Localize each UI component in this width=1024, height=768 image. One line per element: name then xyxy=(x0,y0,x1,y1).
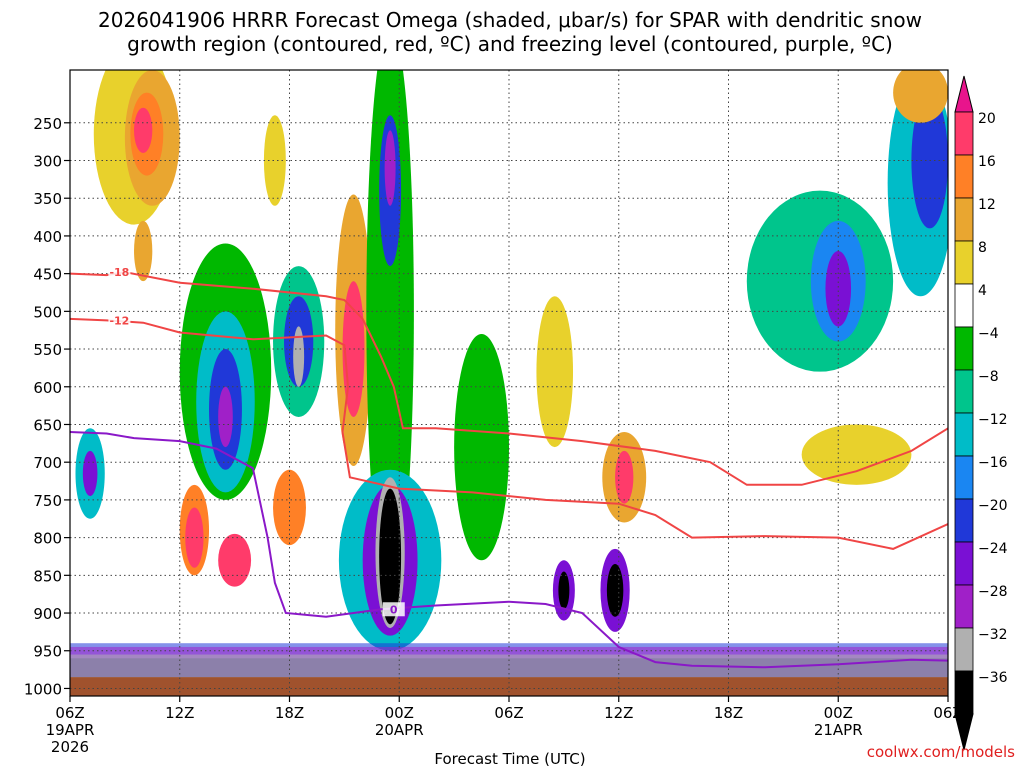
colorbar-label-13: −36 xyxy=(978,670,1008,686)
colorbar-label-6: −8 xyxy=(978,369,999,385)
y-tick-label-500: 500 xyxy=(33,303,62,321)
contour-line-freezing-2 xyxy=(70,431,948,669)
omega-region-27 xyxy=(379,488,402,625)
y-tick-label-450: 450 xyxy=(33,266,62,284)
omega-region-5 xyxy=(263,115,286,206)
contour-label-2: 0 xyxy=(390,603,398,616)
colorbar-label-0: 20 xyxy=(978,111,996,127)
omega-region-23 xyxy=(384,130,396,206)
colorbar-box-9 xyxy=(954,498,974,543)
omega-region-4 xyxy=(134,220,153,282)
x-axis-title: Forecast Time (UTC) xyxy=(434,750,585,768)
omega-shading xyxy=(75,70,948,651)
omega-region-18 xyxy=(185,507,204,568)
colorbar-label-8: −16 xyxy=(978,455,1008,471)
temperature-contours: -18 -12 0 xyxy=(70,265,948,669)
contour-label-0: -18 xyxy=(109,266,129,279)
contour-label-bg-0 xyxy=(108,265,131,280)
chart-title-line-1: 2026041906 HRRR Forecast Omega (shaded, … xyxy=(98,8,922,32)
colorbar-box-1 xyxy=(954,154,974,199)
omega-region-21 xyxy=(366,70,414,598)
colorbar-label-2: 12 xyxy=(978,197,996,213)
omega-region-31 xyxy=(615,450,634,504)
omega-region-3 xyxy=(134,107,153,153)
colorbar-box-10 xyxy=(954,541,974,586)
colorbar-label-9: −20 xyxy=(978,498,1008,514)
y-tick-label-600: 600 xyxy=(33,379,62,397)
colorbar-label-11: −28 xyxy=(978,584,1008,600)
y-tick-label-950: 950 xyxy=(33,643,62,661)
omega-region-42 xyxy=(801,424,912,485)
omega-region-11 xyxy=(218,386,233,448)
contour-line-dendritic-0 xyxy=(70,271,948,486)
x-tick-date-0: 19APR xyxy=(46,721,95,739)
colorbar-top-arrow xyxy=(954,75,974,113)
omega-region-28 xyxy=(454,333,509,561)
colorbar-label-3: 8 xyxy=(978,240,987,256)
x-tick-label-12: 18Z xyxy=(275,704,304,722)
omega-region-19 xyxy=(218,533,252,587)
colorbar-label-10: −24 xyxy=(978,541,1008,557)
credit-text: coolwx.com/models xyxy=(867,743,1015,761)
colorbar-box-5 xyxy=(954,326,974,371)
x-tick-date-18: 20APR xyxy=(375,721,424,739)
omega-region-33 xyxy=(606,564,624,617)
omega-region-7 xyxy=(82,450,98,497)
omega-region-14 xyxy=(293,326,305,387)
colorbar-label-1: 16 xyxy=(978,154,996,170)
y-tick-label-750: 750 xyxy=(33,492,62,510)
colorbar-box-7 xyxy=(954,412,974,457)
x-tick-label-0: 06Z xyxy=(55,704,84,722)
grid-lines xyxy=(70,70,948,696)
y-axis: 250 300 350 400 450 500 550 600 650 700 750 800 850 9… xyxy=(24,115,70,698)
y-tick-label-300: 300 xyxy=(33,153,62,171)
y-tick-label-550: 550 xyxy=(33,341,62,359)
y-tick-label-350: 350 xyxy=(33,190,62,208)
colorbar-box-6 xyxy=(954,369,974,414)
omega-region-29 xyxy=(536,296,574,448)
y-tick-label-400: 400 xyxy=(33,228,62,246)
x-tick-label-30: 12Z xyxy=(604,704,633,722)
chart-title-line-2: growth region (contoured, red, ºC) and f… xyxy=(127,32,893,56)
x-tick-label-24: 06Z xyxy=(494,704,523,722)
y-tick-label-250: 250 xyxy=(33,115,62,133)
contour-label-bg-2 xyxy=(382,602,405,617)
y-tick-label-850: 850 xyxy=(33,567,62,585)
y-tick-label-650: 650 xyxy=(33,416,62,434)
y-tick-label-700: 700 xyxy=(33,454,62,472)
colorbar-label-4: 4 xyxy=(978,283,987,299)
omega-region-41 xyxy=(893,70,948,123)
colorbar-bottom-arrow xyxy=(954,713,974,751)
contour-label-1: -12 xyxy=(109,314,129,327)
colorbar-box-4 xyxy=(954,283,974,328)
x-tick-date-42: 21APR xyxy=(814,721,863,739)
y-tick-label-900: 900 xyxy=(33,605,62,623)
colorbar-box-2 xyxy=(954,197,974,242)
y-tick-label-800: 800 xyxy=(33,530,62,548)
colorbar-box-13 xyxy=(954,670,974,715)
x-tick-label-42: 00Z xyxy=(824,704,853,722)
colorbar-box-8 xyxy=(954,455,974,500)
contour-label-bg-1 xyxy=(108,313,131,328)
omega-region-35 xyxy=(558,571,570,610)
y-tick-label-1000: 1000 xyxy=(24,680,62,698)
omega-region-38 xyxy=(825,251,852,327)
colorbar-box-0 xyxy=(954,111,974,156)
colorbar: 20 16 12 8 4 −4 −8 −12 −16 −20 −24 −28 −32 −36 xyxy=(954,75,1008,751)
contour-line-dendritic-1 xyxy=(70,317,948,550)
x-tick-year-0: 2026 xyxy=(51,738,89,756)
x-tick-label-36: 18Z xyxy=(714,704,743,722)
x-tick-label-18: 00Z xyxy=(385,704,414,722)
colorbar-box-12 xyxy=(954,627,974,672)
colorbar-label-12: −32 xyxy=(978,627,1008,643)
colorbar-label-7: −12 xyxy=(978,412,1008,428)
colorbar-label-5: −4 xyxy=(978,326,999,342)
plot-area: -18 -12 0 xyxy=(70,70,948,696)
colorbar-box-11 xyxy=(954,584,974,629)
x-tick-label-6: 12Z xyxy=(165,704,194,722)
colorbar-box-3 xyxy=(954,240,974,285)
